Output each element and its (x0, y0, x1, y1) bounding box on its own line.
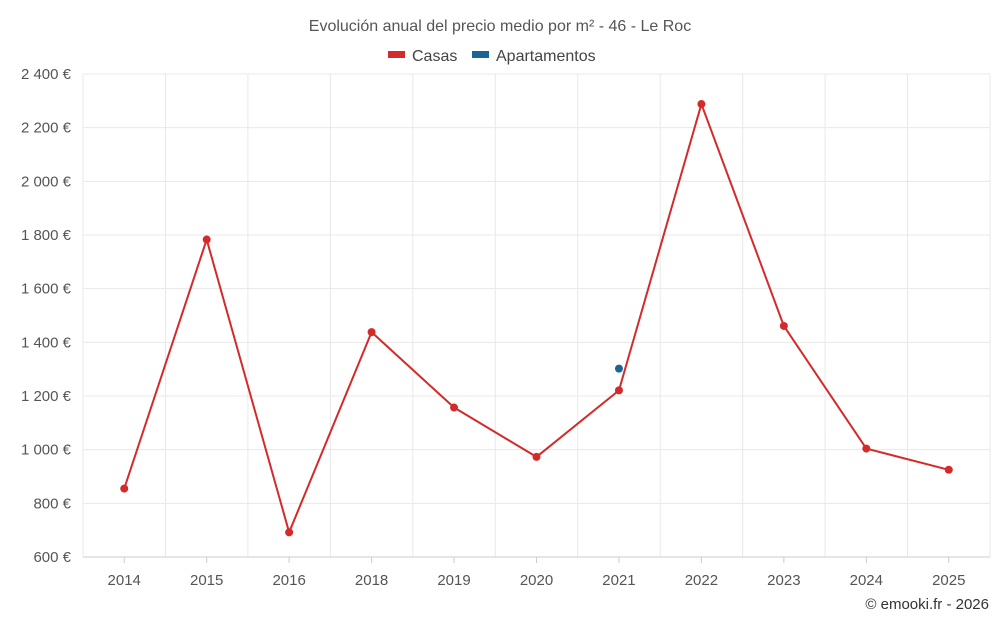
legend-label-apartamentos: Apartamentos (496, 48, 596, 65)
data-point-casas-2025[interactable] (944, 465, 953, 474)
data-point-apartamentos-2021[interactable] (614, 364, 623, 373)
y-tick-label: 800 € (33, 495, 71, 512)
axes: 600 € 800 € 1 000 € 1 200 € 1 400 € 1 600 € 1 … (21, 66, 966, 589)
legend: Casas Apartamentos (388, 48, 596, 65)
y-tick-label: 2 200 € (21, 120, 72, 137)
y-tick-label: 1 800 € (21, 227, 72, 244)
data-point-casas-2021[interactable] (614, 386, 623, 395)
data-point-casas-2018[interactable] (367, 328, 376, 337)
x-tick-label: 2018 (355, 572, 388, 589)
data-point-casas-2022[interactable] (697, 100, 706, 109)
x-tick-label: 2019 (437, 572, 470, 589)
y-tick-label: 1 400 € (21, 334, 72, 351)
y-tick-label: 1 600 € (21, 281, 72, 298)
legend-item-casas[interactable]: Casas (388, 48, 457, 65)
data-point-casas-2015[interactable] (202, 235, 211, 244)
x-tick-label: 2025 (932, 572, 965, 589)
legend-swatch-casas (388, 51, 405, 58)
series (120, 100, 953, 537)
y-tick-label: 2 400 € (21, 66, 72, 83)
x-tick-label: 2021 (602, 572, 635, 589)
x-tick-label: 2022 (685, 572, 718, 589)
y-tick-label: 1 200 € (21, 388, 72, 405)
x-tick-label: 2016 (272, 572, 305, 589)
data-point-casas-2024[interactable] (862, 444, 871, 453)
y-tick-label: 2 000 € (21, 173, 72, 190)
legend-swatch-apartamentos (472, 51, 489, 58)
x-tick-label: 2024 (850, 572, 883, 589)
legend-item-apartamentos[interactable]: Apartamentos (472, 48, 596, 65)
grid (82, 73, 991, 558)
credit-text: © emooki.fr - 2026 (865, 596, 989, 613)
data-point-casas-2020[interactable] (532, 452, 541, 461)
series-casas (120, 100, 953, 537)
x-tick-label: 2014 (108, 572, 141, 589)
x-tick-label: 2020 (520, 572, 553, 589)
chart-title: Evolución anual del precio medio por m² … (309, 18, 691, 35)
series-apartamentos (614, 364, 623, 373)
data-point-casas-2023[interactable] (779, 321, 788, 330)
data-point-casas-2014[interactable] (120, 484, 129, 493)
y-tick-label: 1 000 € (21, 442, 72, 459)
x-tick-label: 2023 (767, 572, 800, 589)
y-tick-label: 600 € (33, 549, 71, 566)
legend-label-casas: Casas (412, 48, 457, 65)
data-point-casas-2016[interactable] (285, 528, 294, 537)
x-tick-label: 2015 (190, 572, 223, 589)
data-point-casas-2019[interactable] (450, 403, 459, 412)
